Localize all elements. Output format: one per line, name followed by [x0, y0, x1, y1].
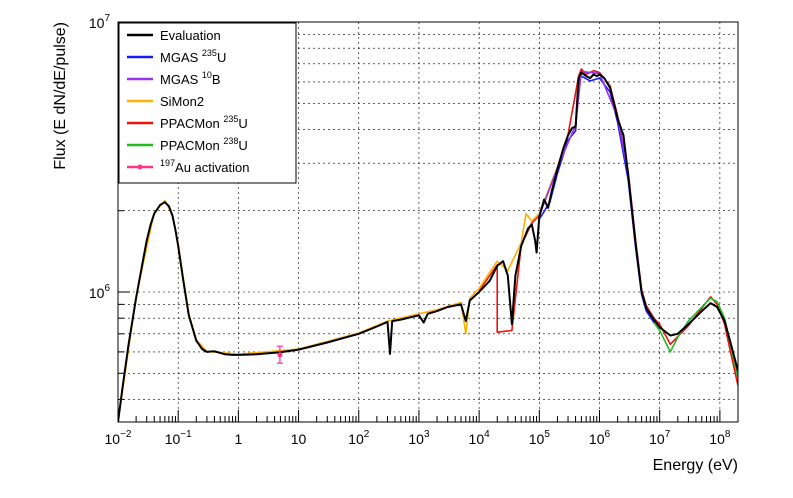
tick-label-exponent: 4 [484, 429, 490, 440]
legend-label-text: B [212, 72, 221, 87]
tick-label-exponent: 6 [605, 429, 611, 440]
legend-label-superscript: 235 [223, 114, 238, 124]
legend-label-text: Au activation [175, 160, 249, 175]
tick-label-exponent: 5 [544, 429, 550, 440]
legend-label-text: PPACMon [160, 138, 223, 153]
legend-label-superscript: 197 [160, 158, 175, 168]
tick-label-exponent: −2 [120, 429, 132, 440]
legend-label: SiMon2 [160, 94, 204, 109]
tick-label-exponent: 7 [665, 429, 671, 440]
legend-label-text: U [217, 50, 226, 65]
tick-label-base: 10 [589, 431, 605, 447]
legend-box [118, 22, 297, 184]
legend-label-text: PPACMon [160, 116, 223, 131]
tick-label-base: 10 [649, 431, 665, 447]
legend-label-text: U [238, 138, 247, 153]
x-tick-label: 10−2 [105, 429, 132, 447]
series-ppacmon-235 [478, 68, 738, 386]
x-tick-label: 108 [709, 429, 731, 447]
x-tick-label: 1 [234, 431, 242, 447]
tick-label-exponent: 7 [104, 13, 110, 24]
series-evaluation [118, 71, 738, 422]
y-axis-title: Flux (E dN/dE/pulse) [52, 22, 69, 170]
series-au-activation-197-marker [277, 352, 283, 358]
tick-label-exponent: 2 [364, 429, 370, 440]
x-tick-label: 104 [469, 429, 491, 447]
y-tick-label: 106 [89, 283, 111, 301]
legend-label-text: Evaluation [160, 28, 221, 43]
tick-label-base: 10 [89, 285, 105, 301]
plot-frame [117, 21, 739, 423]
legend-label: PPACMon 235U [160, 114, 248, 131]
tick-label-exponent: 8 [725, 429, 731, 440]
legend-label: Evaluation [160, 28, 221, 43]
legend-label-text: MGAS [160, 50, 202, 65]
tick-label-base: 10 [709, 431, 725, 447]
x-tick-label: 10−1 [165, 429, 192, 447]
legend-label-superscript: 235 [202, 48, 217, 58]
legend-label-text: SiMon2 [160, 94, 204, 109]
legend-label: PPACMon 238U [160, 136, 248, 153]
tick-label-base: 10 [105, 431, 121, 447]
legend-label: MGAS 235U [160, 48, 226, 65]
tick-label-base: 1 [234, 431, 242, 447]
tick-label-exponent: 3 [424, 429, 430, 440]
tick-label-exponent: −1 [180, 429, 192, 440]
tick-label-base: 10 [529, 431, 545, 447]
x-tick-label: 10 [291, 431, 307, 447]
legend-label-superscript: 10 [202, 70, 212, 80]
tick-label-base: 10 [291, 431, 307, 447]
x-tick-label: 107 [649, 429, 671, 447]
x-tick-label: 106 [589, 429, 611, 447]
legend-label-text: MGAS [160, 72, 202, 87]
legend-label-superscript: 238 [223, 136, 238, 146]
tick-label-base: 10 [469, 431, 485, 447]
x-tick-label: 102 [348, 429, 370, 447]
series-layer [118, 68, 738, 422]
legend-label-text: U [238, 116, 247, 131]
x-axis-title: Energy (eV) [653, 457, 738, 474]
legend-label: MGAS 10B [160, 70, 221, 87]
x-tick-label: 105 [529, 429, 551, 447]
tick-label-base: 10 [89, 15, 105, 31]
y-tick-label: 107 [89, 13, 111, 31]
tick-label-base: 10 [348, 431, 364, 447]
tick-label-exponent: 6 [104, 283, 110, 294]
tick-label-base: 10 [408, 431, 424, 447]
grid [118, 22, 738, 422]
x-tick-label: 103 [408, 429, 430, 447]
legend-marker [137, 164, 143, 170]
tick-label-base: 10 [165, 431, 181, 447]
axis-ticks [117, 21, 739, 422]
legend-label: 197Au activation [160, 158, 249, 175]
series-mgas-235 [538, 75, 655, 324]
